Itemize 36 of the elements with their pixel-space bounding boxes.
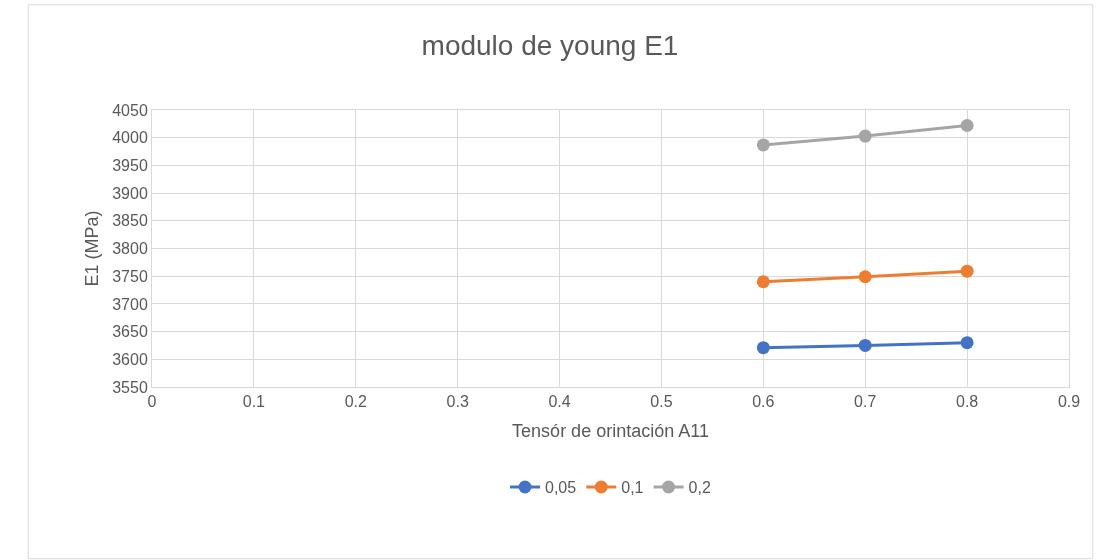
point [960, 264, 974, 278]
y-axis-title: E1 (MPa) [82, 210, 103, 287]
y-tick-label: 3950 [112, 157, 148, 174]
chart-title: modulo de young E1 [421, 29, 679, 61]
point [756, 341, 770, 355]
x-tick-label: 0.2 [344, 393, 367, 411]
x-tick-label: 0.4 [548, 393, 571, 411]
y-tick-label: 3750 [112, 267, 148, 285]
y-tick-label: 3900 [112, 184, 148, 202]
legend-label: 0,2 [688, 479, 711, 497]
x-tick-label: 0.5 [650, 393, 673, 411]
y-tick-label: 3850 [112, 212, 148, 230]
point [858, 338, 872, 352]
y-tick-label: 3550 [112, 378, 148, 396]
legend-label: 0,1 [621, 479, 644, 497]
y-tick-label: 4050 [112, 101, 148, 119]
x-tick-label: 0 [147, 393, 157, 411]
x-tick-label: 0.9 [1057, 393, 1081, 411]
x-axis-title: Tensór de orintación A11 [512, 421, 709, 442]
y-tick-label: 3800 [112, 240, 148, 258]
x-tick-label: 0.8 [955, 393, 979, 411]
point [858, 270, 872, 284]
legend-label: 0,05 [545, 479, 577, 497]
y-tick-label: 3700 [112, 295, 148, 313]
point [756, 138, 770, 152]
y-tick-label: 3650 [112, 323, 148, 341]
y-tick-label: 4000 [112, 129, 148, 147]
x-tick-label: 0.7 [854, 393, 877, 411]
x-tick-label: 0.1 [242, 393, 266, 411]
x-tick-label: 0.6 [752, 393, 775, 411]
x-tick-label: 0.3 [446, 393, 469, 411]
y-tick-label: 3600 [112, 350, 148, 368]
point [960, 336, 974, 350]
point [960, 119, 974, 132]
point [756, 275, 770, 289]
point [858, 129, 872, 143]
